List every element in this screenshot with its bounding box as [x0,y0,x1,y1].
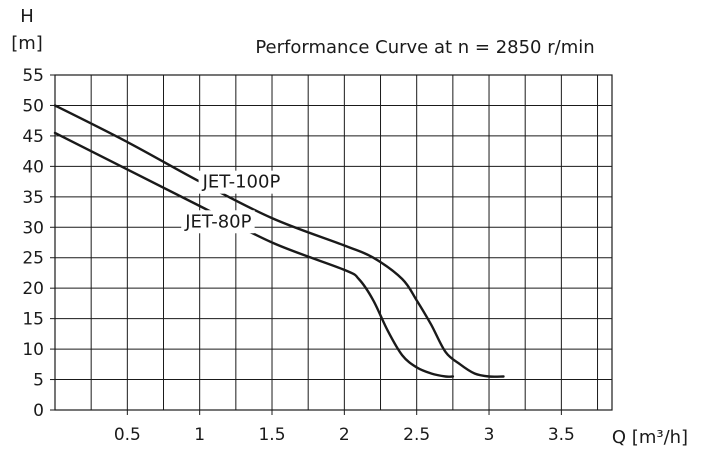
tick-labels: 0 5 10 15 20 25 30 35 40 45 50 55 0.5 1 1.5 2 2.5 3 3.5 [22,66,575,445]
series-label-jet-80p: JET-80P [184,211,251,232]
y-tick-label: 5 [33,371,44,391]
y-tick-label: 40 [22,157,44,177]
y-tick-label: 35 [22,188,44,208]
x-tick-label: 1.5 [258,425,285,445]
y-tick-label: 15 [22,310,44,330]
grid [54,74,613,411]
x-axis-title: Q [m³/h] [612,427,688,448]
y-tick-label: 50 [22,96,44,116]
y-tick-label: 0 [33,401,44,421]
x-tick-label: 2.5 [403,425,430,445]
series-labels: JET-100P JET-80P [181,170,284,234]
series-curves [53,104,505,378]
x-tick-label: 2 [339,425,350,445]
y-axis-title-h: H [20,6,34,27]
y-tick-label: 30 [22,218,44,238]
chart-title: Performance Curve at n = 2850 r/min [255,37,594,58]
plot-frame [54,74,613,411]
series-curve-jet-80p [53,131,455,378]
series-label-background [198,170,284,194]
y-tick-label: 55 [22,66,44,86]
y-tick-label: 45 [22,127,44,147]
y-axis-title-unit: [m] [11,33,43,54]
x-tick-label: 3.5 [548,425,575,445]
y-tick-label: 20 [22,279,44,299]
x-tick-label: 0.5 [114,425,141,445]
series-label-jet-100p: JET-100P [202,172,281,193]
y-tick-label: 25 [22,249,44,269]
series-label-background [181,210,255,234]
x-tick-label: 1 [194,425,205,445]
y-tick-label: 10 [22,340,44,360]
series-curve-jet-100p [53,104,505,378]
x-tick-label: 3 [484,425,495,445]
